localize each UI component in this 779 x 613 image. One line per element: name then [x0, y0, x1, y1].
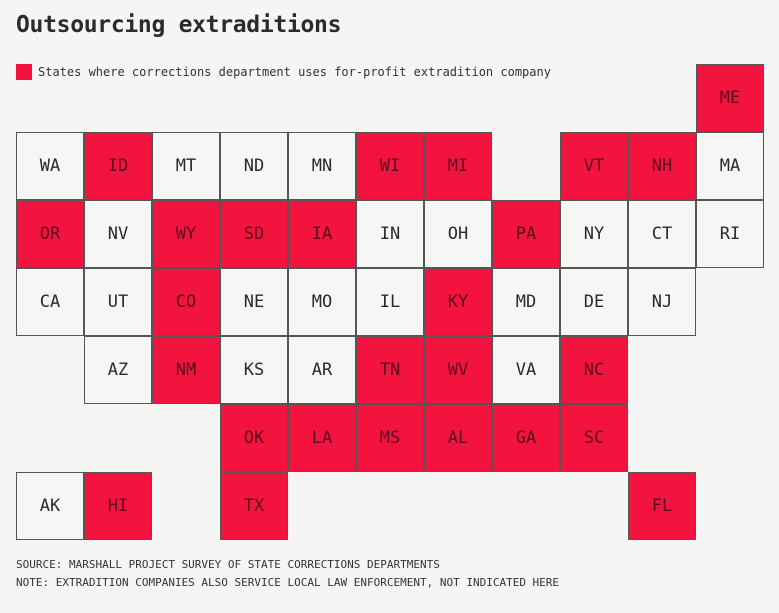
footnote: NOTE: EXTRADITION COMPANIES ALSO SERVICE…	[16, 576, 560, 589]
state-tile-ca: CA	[16, 268, 84, 336]
state-tile-az: AZ	[84, 336, 152, 404]
state-tile-ia: IA	[288, 200, 356, 268]
state-tile-nd: ND	[220, 132, 288, 200]
state-tile-in: IN	[356, 200, 424, 268]
state-tile-ar: AR	[288, 336, 356, 404]
legend-label: States where corrections department uses…	[38, 65, 551, 79]
state-tile-nc: NC	[560, 336, 628, 404]
state-tile-co: CO	[152, 268, 220, 336]
state-tile-la: LA	[288, 404, 356, 472]
state-tile-nv: NV	[84, 200, 152, 268]
state-tile-md: MD	[492, 268, 560, 336]
state-tile-ny: NY	[560, 200, 628, 268]
state-tile-nj: NJ	[628, 268, 696, 336]
state-tile-ms: MS	[356, 404, 424, 472]
map-title: Outsourcing extraditions	[16, 12, 342, 38]
state-tile-mo: MO	[288, 268, 356, 336]
state-tile-sd: SD	[220, 200, 288, 268]
state-tile-va: VA	[492, 336, 560, 404]
state-tile-sc: SC	[560, 404, 628, 472]
state-tile-fl: FL	[628, 472, 696, 540]
state-tile-id: ID	[84, 132, 152, 200]
state-tile-wv: WV	[424, 336, 492, 404]
state-tile-tx: TX	[220, 472, 288, 540]
state-tile-ky: KY	[424, 268, 492, 336]
state-tile-or: OR	[16, 200, 84, 268]
state-tile-oh: OH	[424, 200, 492, 268]
state-tile-me: ME	[696, 64, 764, 132]
state-tile-vt: VT	[560, 132, 628, 200]
state-tile-de: DE	[560, 268, 628, 336]
state-tile-wa: WA	[16, 132, 84, 200]
state-tile-nm: NM	[152, 336, 220, 404]
state-tile-il: IL	[356, 268, 424, 336]
state-tile-mt: MT	[152, 132, 220, 200]
state-tile-tn: TN	[356, 336, 424, 404]
state-tile-ok: OK	[220, 404, 288, 472]
state-tile-mi: MI	[424, 132, 492, 200]
legend-swatch	[16, 64, 32, 80]
state-tile-ak: AK	[16, 472, 84, 540]
state-tile-mn: MN	[288, 132, 356, 200]
state-tile-ga: GA	[492, 404, 560, 472]
state-tile-hi: HI	[84, 472, 152, 540]
state-tile-ma: MA	[696, 132, 764, 200]
state-tile-pa: PA	[492, 200, 560, 268]
state-tile-nh: NH	[628, 132, 696, 200]
state-tile-al: AL	[424, 404, 492, 472]
state-tile-ks: KS	[220, 336, 288, 404]
state-tile-wy: WY	[152, 200, 220, 268]
legend: States where corrections department uses…	[16, 64, 551, 80]
state-tile-wi: WI	[356, 132, 424, 200]
state-tile-ut: UT	[84, 268, 152, 336]
state-tile-ri: RI	[696, 200, 764, 268]
source-note: SOURCE: MARSHALL PROJECT SURVEY OF STATE…	[16, 558, 440, 571]
state-tile-ct: CT	[628, 200, 696, 268]
state-tile-ne: NE	[220, 268, 288, 336]
